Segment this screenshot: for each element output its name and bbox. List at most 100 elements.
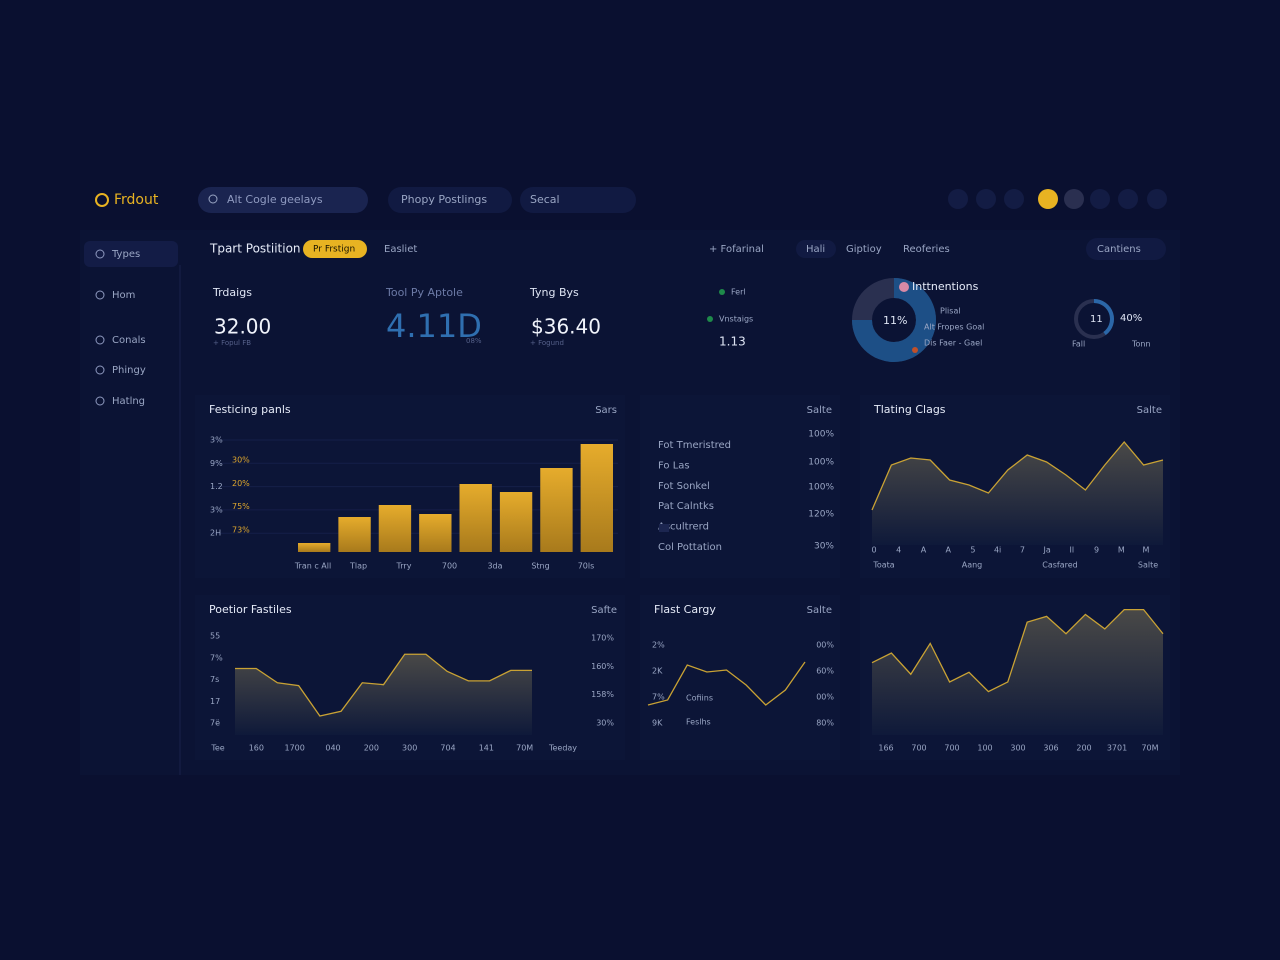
axis-label: 0 — [871, 546, 876, 555]
icon-button[interactable] — [1038, 189, 1058, 209]
search-box[interactable] — [198, 187, 368, 213]
area — [235, 654, 532, 735]
button[interactable] — [1086, 238, 1166, 260]
icon-button[interactable] — [1118, 189, 1138, 209]
sidebar-active — [84, 241, 178, 267]
axis-label: 17 — [210, 697, 220, 706]
axis-label: 60% — [816, 667, 834, 676]
active-tab[interactable]: Pr Frstign — [313, 245, 355, 255]
axis-label: 00% — [816, 641, 834, 650]
status-item: Vnstaigs — [719, 315, 753, 324]
list-swatch — [659, 524, 669, 532]
logo-icon — [95, 193, 109, 207]
sidebar-icon — [95, 365, 105, 375]
bar — [298, 543, 331, 552]
action[interactable]: Giptioy — [846, 244, 882, 255]
axis-label: 75% — [232, 502, 250, 511]
action[interactable]: Reoferies — [903, 244, 950, 255]
sidebar-item[interactable]: Hatlng — [112, 396, 145, 407]
axis-label: 700 — [944, 744, 959, 753]
panel-corner: Salte — [807, 405, 832, 416]
status-value: 1.13 — [719, 335, 746, 349]
axis-label: Ja — [1042, 546, 1050, 555]
donut-item: Plisal — [940, 307, 961, 316]
page-title: Tpart Postiition — [209, 242, 301, 256]
sidebar-icon — [95, 396, 105, 406]
axis-label: 158% — [591, 690, 614, 699]
sidebar-item[interactable]: Phingy — [112, 365, 146, 376]
logo: Frdout — [114, 192, 159, 208]
axis-label: 7s — [210, 675, 219, 684]
panel-title: Flast Cargy — [654, 603, 716, 616]
bar — [499, 492, 533, 552]
ring-arc — [852, 278, 936, 362]
panel-corner: Salte — [1137, 405, 1162, 416]
dropdown[interactable] — [388, 187, 512, 213]
bar — [338, 517, 371, 552]
sidebar-item[interactable]: Types — [111, 249, 140, 260]
axis-label: 7% — [210, 653, 223, 662]
axis-label: 166 — [878, 744, 893, 753]
action-chip[interactable] — [796, 240, 836, 258]
ring-label: Fall — [1072, 340, 1085, 349]
panel-corner: Safte — [591, 605, 617, 616]
axis-label: 700 — [442, 562, 457, 571]
axis-label: 3% — [210, 505, 223, 514]
action[interactable]: + Fofarinal — [709, 244, 764, 255]
axis-label: 1700 — [284, 744, 304, 753]
panel-title: Poetior Fastiles — [209, 603, 292, 616]
axis-label: 7ë — [210, 719, 220, 728]
axis-label: Stng — [531, 562, 549, 571]
axis-label: 3701 — [1107, 744, 1127, 753]
panel-title: Festicing panls — [209, 403, 291, 416]
axis-label: 4i — [994, 546, 1001, 555]
icon-button[interactable] — [948, 189, 968, 209]
bar — [419, 514, 452, 552]
axis-label: 2% — [652, 641, 665, 650]
donut-icon — [899, 282, 909, 292]
icon-button[interactable] — [1147, 189, 1167, 209]
panel-title: Tlating Clags — [873, 403, 946, 416]
list-figure: 120% — [808, 510, 834, 520]
active-tab[interactable] — [303, 240, 367, 258]
ring-percent: 40% — [1120, 313, 1142, 324]
line — [647, 661, 806, 706]
donut-title: Inttnentions — [912, 280, 979, 293]
axis-label: Trry — [396, 562, 412, 571]
line — [235, 653, 532, 717]
list-row: Fot Tmeristred — [658, 440, 731, 451]
button-text[interactable]: Cantiens — [1097, 244, 1141, 255]
axis-label: Tran c All — [294, 562, 331, 571]
axis-label: 2K — [652, 667, 663, 676]
axis-label: Tee — [210, 744, 224, 753]
ring-arc — [1093, 299, 1114, 336]
kpi-label: Tyng Bys — [529, 286, 579, 299]
dropdown-text: Secal — [530, 193, 560, 206]
list-row: Pat Calntks — [658, 501, 714, 512]
icon-button[interactable] — [976, 189, 996, 209]
axis-label: 1.2 — [210, 482, 223, 491]
axis-label: 3da — [487, 562, 502, 571]
axis-label: 9 — [1094, 546, 1099, 555]
action[interactable]: Hali — [806, 244, 825, 255]
sidebar-item[interactable]: Conals — [112, 335, 146, 346]
axis-label: 300 — [402, 744, 417, 753]
bar — [459, 484, 492, 552]
status-dot — [707, 316, 713, 322]
list-row: Fot Sonkel — [658, 481, 710, 492]
status-item: Ferl — [731, 288, 746, 297]
donut-center: 11% — [883, 314, 907, 327]
axis-label: 30% — [232, 456, 250, 465]
axis-label: 160 — [249, 744, 264, 753]
list-row: Fo Las — [658, 460, 690, 471]
sidebar-item[interactable]: Hom — [112, 290, 135, 301]
icon-button[interactable] — [1004, 189, 1024, 209]
icon-button[interactable] — [1064, 189, 1084, 209]
axis-label: 170% — [591, 634, 614, 643]
tab[interactable]: Easliet — [384, 244, 417, 255]
icon-button[interactable] — [1090, 189, 1110, 209]
dropdown[interactable] — [520, 187, 636, 213]
list-figure: 100% — [808, 430, 834, 440]
kpi-sub: + Fopul FB — [213, 339, 251, 347]
